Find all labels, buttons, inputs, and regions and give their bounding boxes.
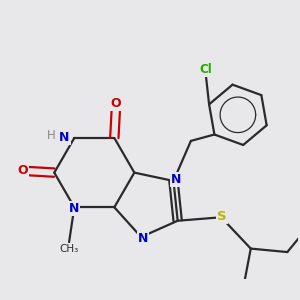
Text: S: S xyxy=(218,210,227,223)
Text: O: O xyxy=(111,97,122,110)
Text: N: N xyxy=(171,173,181,186)
Text: Cl: Cl xyxy=(199,63,212,76)
Text: N: N xyxy=(59,131,70,144)
Text: CH₃: CH₃ xyxy=(59,244,79,254)
Text: H: H xyxy=(46,129,56,142)
Text: N: N xyxy=(69,202,80,215)
Text: N: N xyxy=(138,232,148,245)
Text: O: O xyxy=(18,164,28,177)
